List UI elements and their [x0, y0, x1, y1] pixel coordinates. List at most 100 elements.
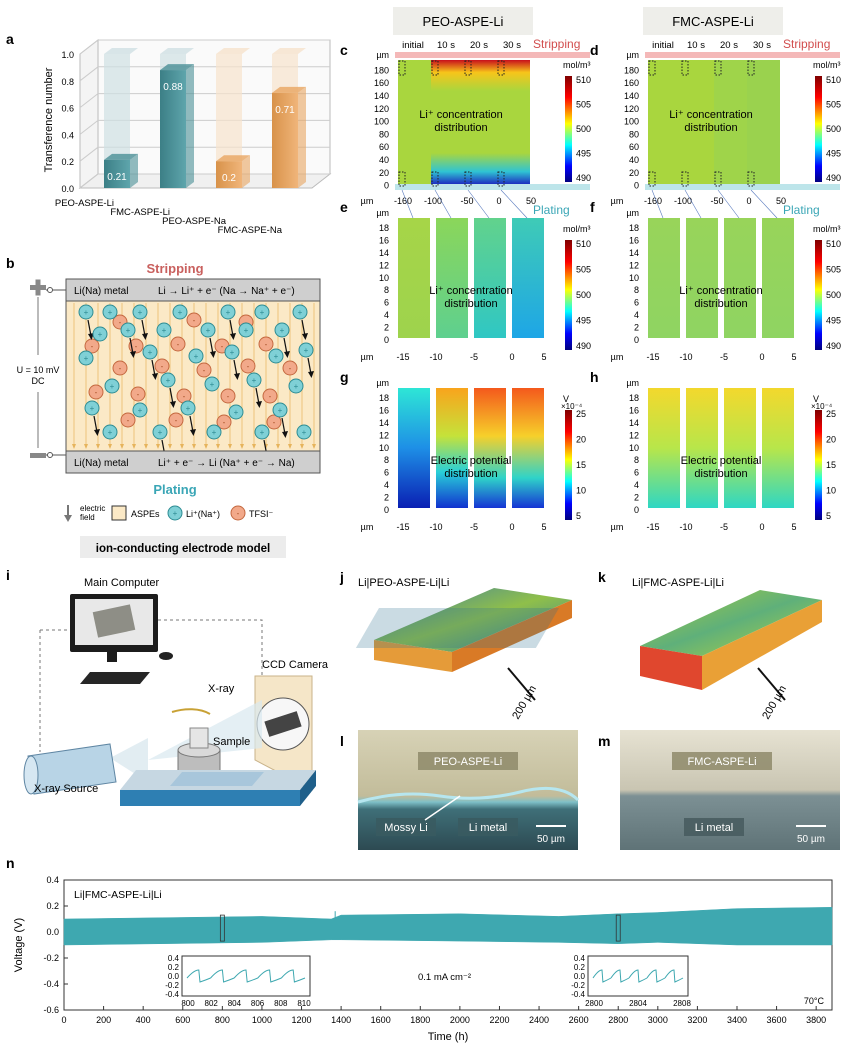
cation-sign: +	[138, 406, 143, 415]
cation-sign: +	[108, 428, 113, 437]
anion	[168, 412, 184, 428]
field-column	[398, 388, 430, 508]
y-tick-label: 16	[629, 236, 639, 246]
y-tick-label: 1.0	[61, 50, 74, 60]
conc-label: Li⁺ concentration	[669, 109, 752, 121]
anion	[88, 384, 104, 400]
y-tick-label: 14	[379, 418, 389, 428]
colorbar-unit: mol/m³	[813, 224, 841, 234]
bottom-metal-layer	[65, 450, 321, 474]
field-label: Li⁺ concentration	[679, 285, 762, 297]
anion	[170, 336, 186, 352]
y-tick-label: 80	[629, 129, 639, 139]
colorbar-tick: 505	[576, 100, 591, 110]
bar	[272, 92, 298, 188]
cation-sign: +	[148, 348, 153, 357]
grid-side	[79, 66, 99, 82]
cation	[274, 322, 290, 338]
sem-l-scale: 50 µm	[537, 834, 565, 845]
colorbar	[815, 410, 822, 520]
y-tick-label: 4	[384, 480, 389, 490]
panel-label-f: f	[590, 199, 595, 215]
header-right: FMC-ASPE-Li	[672, 14, 754, 29]
time-label: 10 s	[687, 40, 705, 51]
y-tick-label: 18	[379, 393, 389, 403]
drift-arrow	[283, 337, 288, 355]
field-column	[686, 218, 718, 338]
plate-electrode	[645, 184, 840, 190]
bar	[216, 161, 242, 188]
field-arrow	[156, 444, 160, 449]
anion	[84, 338, 100, 354]
xray-source-label: X-ray Source	[34, 783, 98, 795]
x-tick-label: 3600	[767, 1015, 787, 1025]
anion-sign: -	[289, 364, 292, 373]
bar-value-label: 0.71	[275, 105, 295, 116]
x-tick-label: 3200	[687, 1015, 707, 1025]
zoom-box	[648, 171, 656, 187]
zoom-box	[398, 171, 406, 187]
x-tick-label: 400	[136, 1015, 151, 1025]
y-tick-label: 6	[634, 468, 639, 478]
tomo-j-title: Li|PEO-ASPE-Li|Li	[358, 577, 449, 589]
anion-sign: -	[227, 392, 230, 401]
bar-side	[186, 64, 194, 188]
cation-sign: +	[126, 326, 131, 335]
cation	[78, 304, 94, 320]
y-tick-label: 160	[624, 78, 639, 88]
y-tick-label: 14	[379, 248, 389, 258]
x-tick-label: 3000	[648, 1015, 668, 1025]
colorbar-tick: 10	[826, 486, 836, 496]
cation	[220, 304, 236, 320]
model-title-box	[80, 536, 286, 558]
colorbar-unit: mol/m³	[563, 224, 591, 234]
colorbar-unit: V	[813, 394, 819, 404]
y-tick-label: 18	[629, 223, 639, 233]
cation-sign: +	[162, 326, 167, 335]
sample-label: Sample	[213, 736, 250, 748]
drift-arrowhead	[284, 351, 290, 358]
header-left: PEO-ASPE-Li	[423, 14, 504, 29]
cation-sign: +	[158, 428, 163, 437]
cation	[288, 378, 304, 394]
cation	[228, 404, 244, 420]
cation	[224, 344, 240, 360]
colorbar-tick: 495	[826, 149, 841, 159]
y-tick-label: 4	[634, 310, 639, 320]
zoom-connector	[467, 189, 490, 219]
grid-side	[79, 120, 99, 135]
x-unit: µm	[611, 522, 624, 532]
legend-cation: Li⁺(Na⁺)	[186, 509, 220, 519]
field-label: distribution	[694, 298, 747, 310]
y-tick-label: 180	[374, 65, 389, 75]
panel-label-m: m	[598, 733, 610, 749]
plating-label: Plating	[533, 203, 570, 217]
y-tick-label: 16	[379, 406, 389, 416]
colorbar-exp: ×10⁻⁴	[811, 402, 833, 411]
cation	[200, 322, 216, 338]
x-tick-label: 0	[509, 352, 514, 362]
cation	[78, 350, 94, 366]
drift-arrowhead	[190, 429, 196, 436]
drift-arrowhead	[308, 371, 314, 378]
inset-y-tick: -0.2	[165, 981, 179, 990]
drift-arrow	[255, 387, 260, 405]
zoom-box	[464, 60, 472, 76]
sem-l-metal: Li metal	[469, 822, 508, 834]
colorbar	[815, 240, 822, 350]
field-label: distribution	[444, 298, 497, 310]
conc-column	[464, 60, 497, 184]
anion	[282, 360, 298, 376]
anion	[196, 362, 212, 378]
anion-sign: -	[137, 390, 140, 399]
y-tick-label: 8	[384, 285, 389, 295]
zoom-box	[431, 60, 439, 76]
field-label: distribution	[694, 468, 747, 480]
x-tick-label: -5	[470, 522, 478, 532]
cation-sign: +	[302, 428, 307, 437]
field-arrow	[108, 444, 112, 449]
x-tick-label: -100	[424, 196, 442, 206]
bar-side	[130, 153, 138, 188]
inset-frame	[181, 955, 311, 997]
zoom-box	[681, 60, 689, 76]
